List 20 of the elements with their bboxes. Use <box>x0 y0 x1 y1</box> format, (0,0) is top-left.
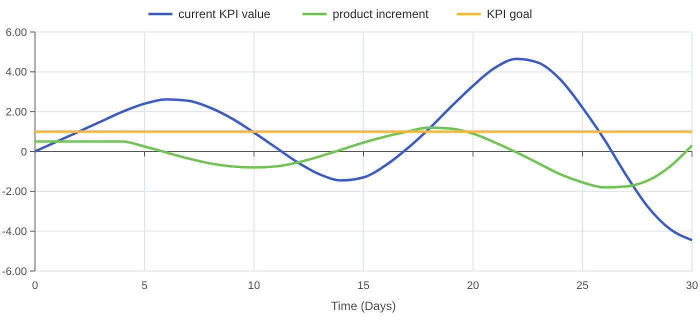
legend-label: product increment <box>332 7 430 22</box>
x-tick-label: 10 <box>248 280 260 292</box>
x-axis-title: Time (Days) <box>331 299 396 313</box>
y-tick-label: 2.00 <box>6 106 27 119</box>
x-tick-label: 20 <box>466 280 480 292</box>
y-tick-label: -2.00 <box>2 186 27 198</box>
x-tick-label: 5 <box>141 280 148 292</box>
x-tick-label: 0 <box>32 280 38 292</box>
y-tick-label: 4.00 <box>6 66 27 79</box>
y-tick-label: 6.00 <box>6 26 27 39</box>
y-tick-label: 0 <box>20 146 27 158</box>
legend-label: KPI goal <box>486 7 532 22</box>
legend-label: current KPI value <box>178 7 271 22</box>
x-tick-label: 25 <box>576 280 589 292</box>
x-tick-label: 15 <box>357 280 370 292</box>
y-tick-label: -4.00 <box>2 226 27 238</box>
x-tick-label: 30 <box>686 280 698 292</box>
y-tick-label: -6.00 <box>2 266 27 278</box>
line-series <box>34 126 694 189</box>
line-series <box>34 58 694 242</box>
